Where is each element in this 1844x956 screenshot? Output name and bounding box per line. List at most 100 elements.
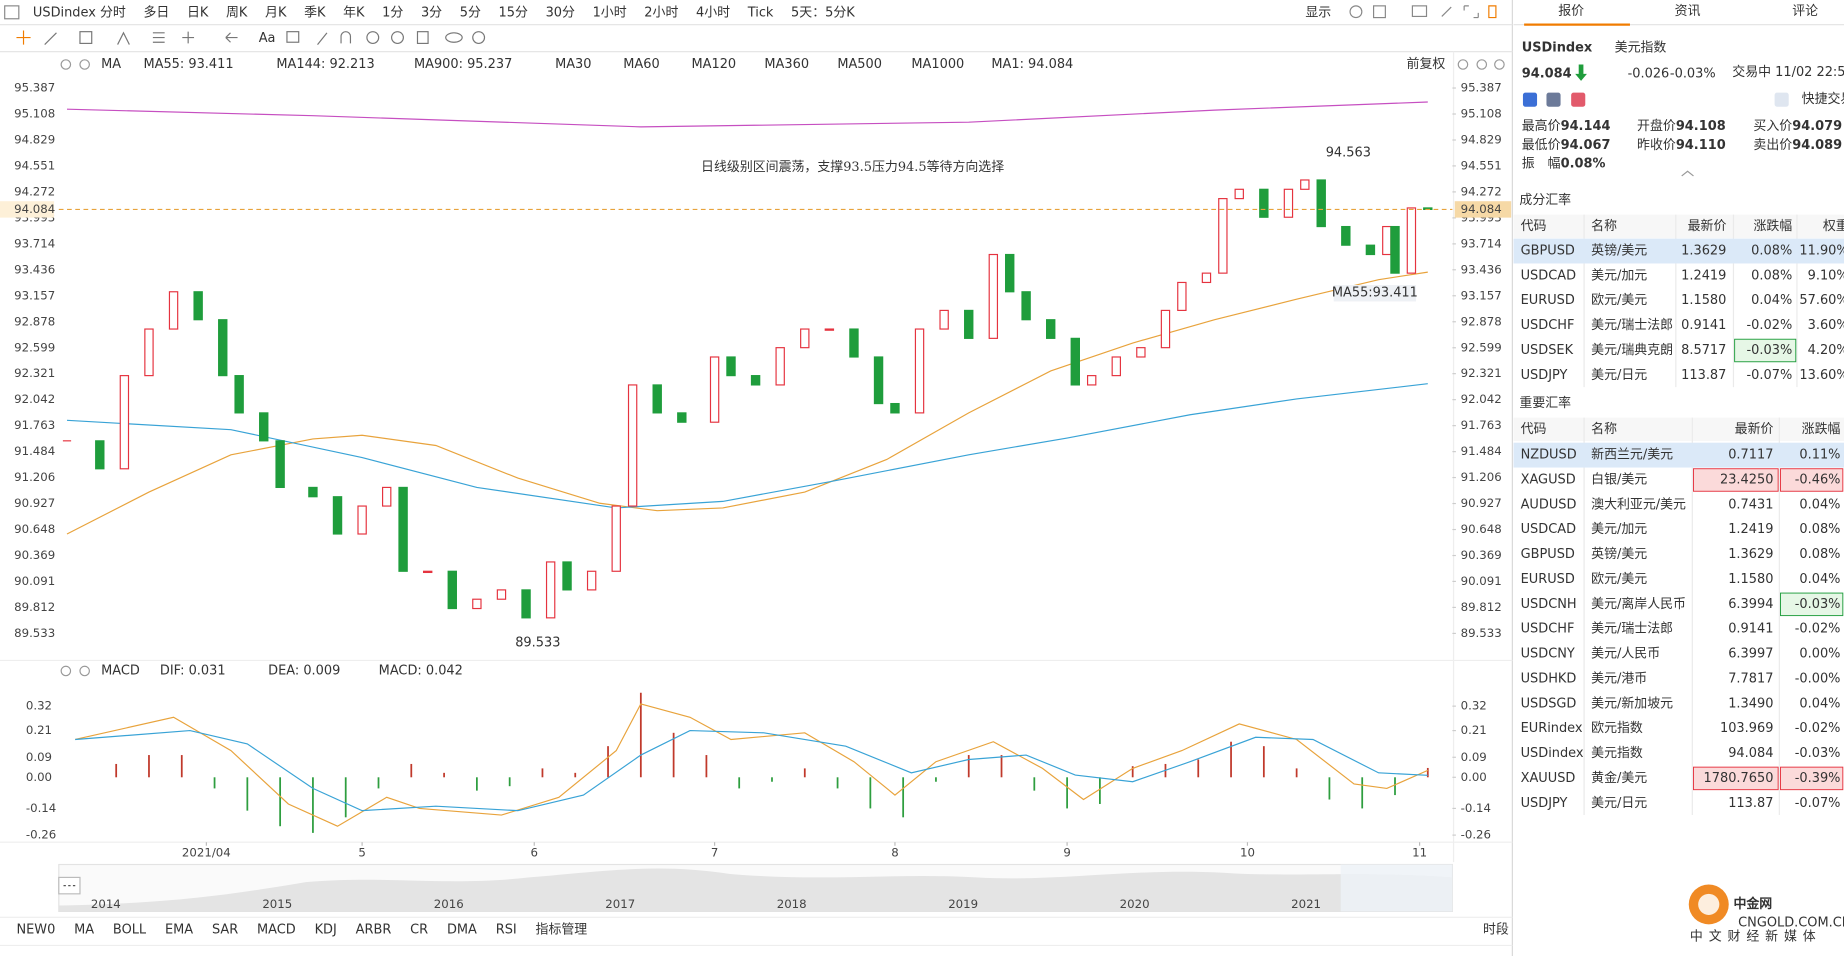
table-cell[interactable]: USDSEK [1521, 343, 1574, 358]
table-cell[interactable]: USDCHF [1521, 622, 1575, 637]
measure-icon[interactable] [182, 31, 195, 44]
quick-trade[interactable]: 快捷交易 [1802, 91, 1844, 107]
zoom-icon[interactable] [1494, 59, 1505, 70]
table-cell[interactable]: USDCNY [1521, 647, 1575, 662]
period-tab[interactable]: 季K [304, 5, 326, 20]
table-cell[interactable]: USDJPY [1521, 796, 1568, 811]
period-tab[interactable]: 15分 [499, 5, 528, 20]
panel-tab[interactable]: 报价 [1558, 4, 1584, 19]
delete-icon[interactable] [416, 31, 429, 44]
magnet-icon[interactable] [340, 31, 352, 44]
period-tab[interactable]: 分时 [100, 5, 126, 20]
collapse-icon[interactable] [1681, 170, 1694, 177]
table-cell[interactable]: USDSGD [1521, 696, 1577, 711]
table-cell[interactable]: USDCNH [1521, 597, 1577, 612]
indicator-tab[interactable]: NEW0 [16, 923, 55, 938]
period-tab[interactable]: 3分 [421, 5, 442, 20]
panel-tab[interactable]: 评论 [1792, 4, 1818, 19]
fullscreen-icon[interactable] [1463, 5, 1479, 19]
period-tab[interactable]: 月K [265, 5, 287, 20]
table-cell[interactable]: EURindex [1521, 721, 1583, 736]
table-cell[interactable]: USDCAD [1521, 522, 1576, 537]
candle [1046, 319, 1056, 339]
fib-icon[interactable] [152, 32, 165, 43]
draw-icon[interactable] [1441, 6, 1452, 17]
stat-label: 昨收价 [1637, 138, 1676, 153]
period-tab[interactable]: Tick [747, 5, 774, 20]
table-cell[interactable]: USDJPY [1521, 368, 1568, 383]
candle [988, 253, 999, 339]
indicator-tab[interactable]: CR [410, 923, 428, 938]
symbol[interactable]: USDindex [33, 5, 96, 20]
link-icon[interactable] [445, 32, 463, 43]
quote-icon[interactable] [1546, 92, 1561, 107]
table-cell[interactable]: XAGUSD [1521, 473, 1576, 488]
indicator-tab[interactable]: MACD [257, 923, 296, 938]
x-tick-label: 10 [1240, 845, 1255, 859]
period-tab[interactable]: 年K [343, 5, 365, 20]
zoom-icon[interactable] [1476, 59, 1488, 70]
pen-icon[interactable] [317, 32, 328, 45]
panel-tab[interactable]: 资讯 [1675, 4, 1701, 19]
table-cell[interactable]: EURUSD [1521, 293, 1575, 308]
eye-icon[interactable] [366, 31, 380, 44]
table-cell[interactable]: USDCHF [1521, 318, 1575, 333]
settings-icon[interactable] [60, 59, 72, 70]
panel-icon[interactable] [1488, 5, 1497, 19]
undo-icon[interactable] [225, 32, 238, 43]
period-tab[interactable]: 1小时 [593, 5, 627, 20]
indicator-tab[interactable]: SAR [212, 923, 238, 938]
bell-icon[interactable] [1774, 92, 1789, 107]
period-tab[interactable]: 5分 [460, 5, 481, 20]
session-button[interactable]: 时段 [1483, 923, 1509, 938]
indicator-manage[interactable]: 指标管理 [536, 923, 588, 938]
settings-icon[interactable] [60, 665, 72, 677]
indicator-tab[interactable]: ARBR [356, 923, 392, 938]
table-cell[interactable]: XAUUSD [1521, 771, 1576, 786]
rect-icon[interactable] [79, 31, 93, 44]
table-cell[interactable]: GBPUSD [1521, 244, 1575, 259]
period-tab[interactable]: 5天：5分K [791, 5, 855, 20]
adjust-mode[interactable]: 前复权 [1407, 56, 1446, 72]
table-cell[interactable]: USDCAD [1521, 268, 1576, 283]
settings-icon[interactable] [472, 31, 486, 44]
menu-icon[interactable] [4, 5, 20, 20]
navigator-window[interactable] [1340, 864, 1453, 912]
table-cell[interactable]: NZDUSD [1521, 448, 1577, 463]
crosshair-icon[interactable] [16, 30, 31, 45]
display-menu[interactable]: 显示 [1305, 5, 1331, 20]
line-icon[interactable] [44, 32, 57, 45]
close-icon[interactable] [79, 59, 90, 70]
note-icon[interactable] [286, 31, 300, 43]
period-tab[interactable]: 多日 [143, 5, 169, 20]
camera-icon[interactable] [1411, 5, 1428, 18]
period-tab[interactable]: 日K [187, 5, 209, 20]
table-cell[interactable]: GBPUSD [1521, 547, 1575, 562]
period-tab[interactable]: 30分 [546, 5, 575, 20]
indicator-tab[interactable]: KDJ [315, 923, 337, 938]
quote-icon[interactable] [1522, 92, 1538, 107]
candle [144, 328, 154, 377]
indicator-tab[interactable]: RSI [496, 923, 517, 938]
period-tab[interactable]: 4小时 [696, 5, 730, 20]
table-cell[interactable]: USDHKD [1521, 671, 1577, 686]
indicator-tab[interactable]: BOLL [113, 923, 147, 938]
indicator-tab[interactable]: DMA [447, 923, 477, 938]
checkbox-icon[interactable] [1373, 5, 1386, 19]
hide-icon[interactable] [391, 31, 404, 44]
indicator-tab[interactable]: EMA [165, 923, 193, 938]
reset-icon[interactable] [1457, 59, 1469, 70]
table-cell[interactable]: AUDUSD [1521, 497, 1577, 512]
period-tab[interactable]: 周K [226, 5, 248, 20]
settings-icon[interactable] [1349, 5, 1363, 19]
pattern-icon[interactable] [117, 31, 130, 45]
period-tab[interactable]: 2小时 [644, 5, 678, 20]
table-cell[interactable]: EURUSD [1521, 572, 1575, 587]
indicator-tab[interactable]: MA [74, 923, 94, 938]
quote-icon[interactable] [1571, 92, 1586, 107]
close-icon[interactable] [79, 665, 90, 677]
table-cell: -0.07% [1795, 796, 1841, 811]
table-cell[interactable]: USDindex [1521, 746, 1584, 761]
period-tab[interactable]: 1分 [382, 5, 403, 20]
table-cell: 1.3629 [1681, 244, 1726, 259]
